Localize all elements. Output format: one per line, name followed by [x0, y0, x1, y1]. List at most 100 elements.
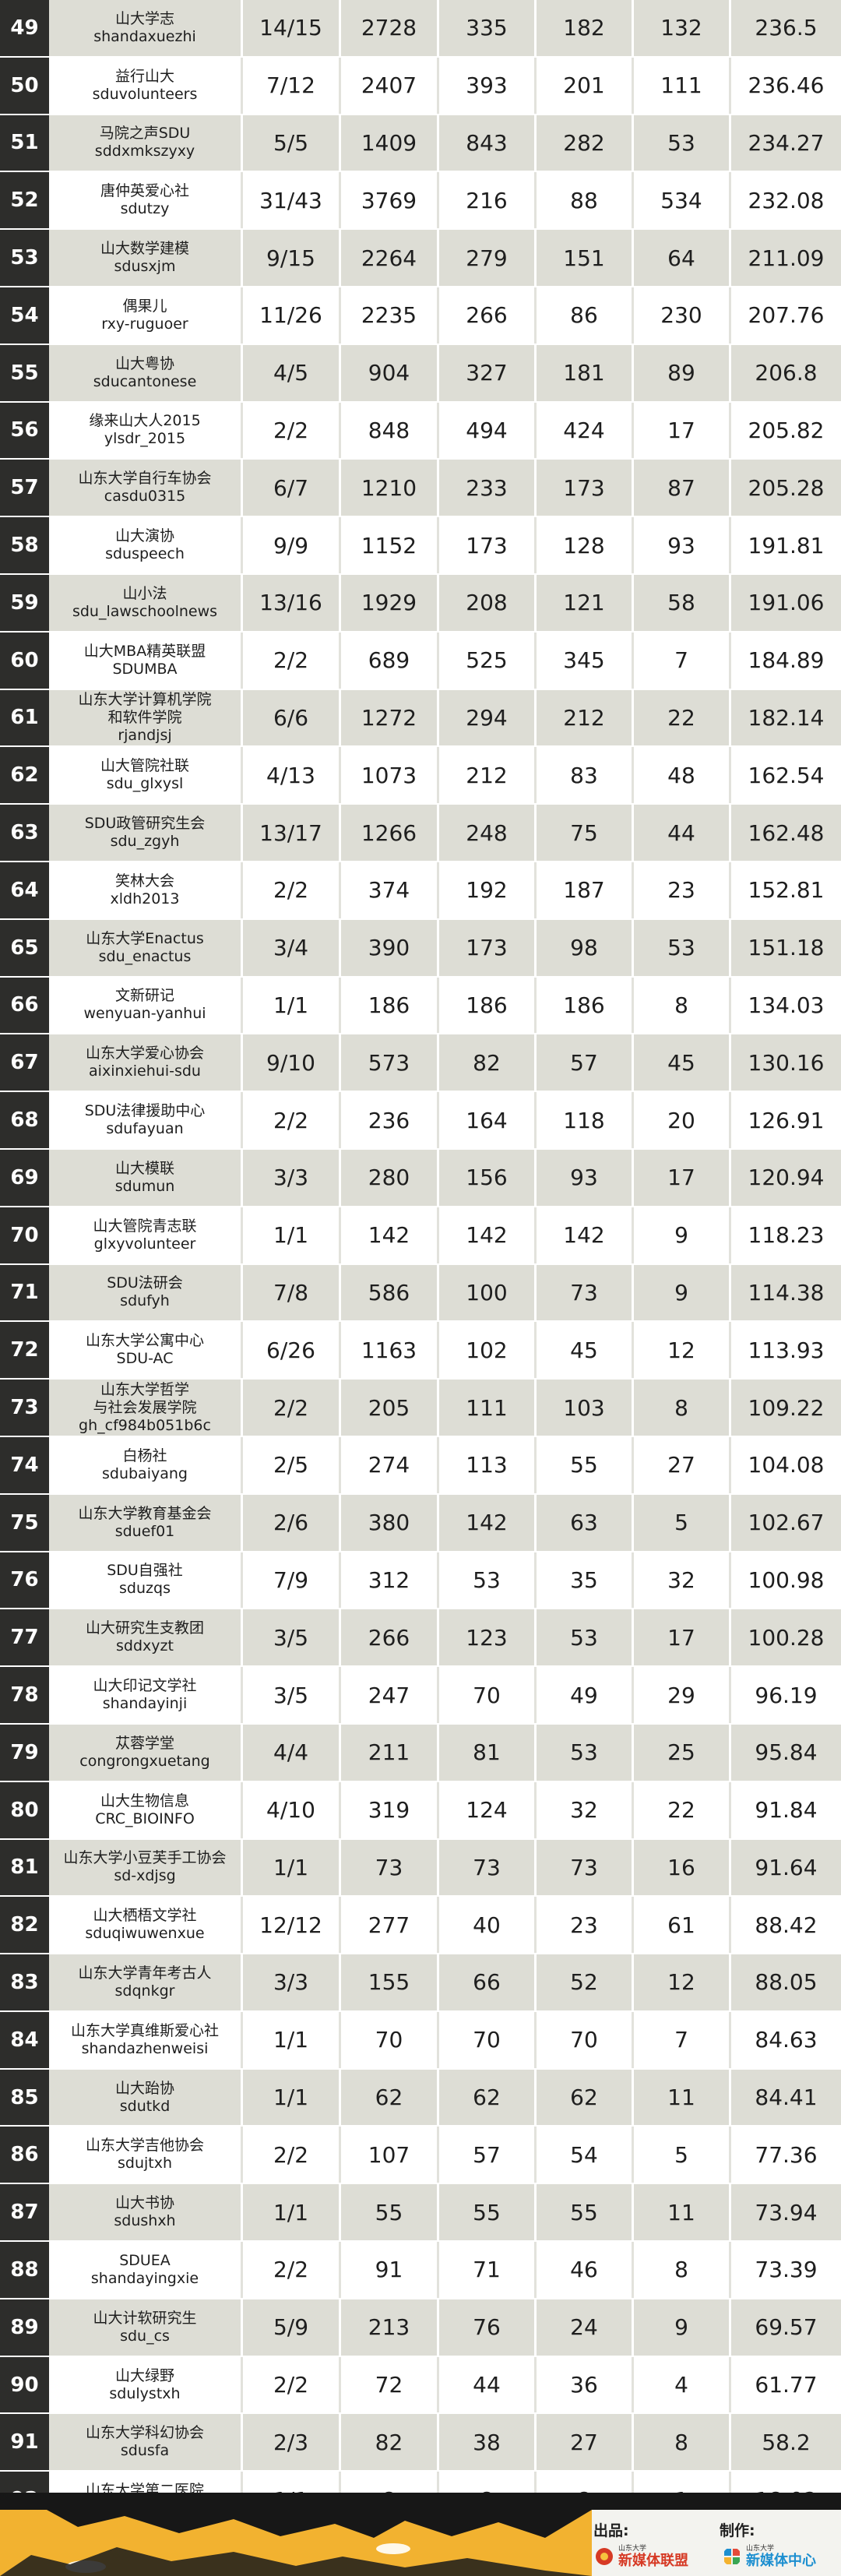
stat-cell-c1: 3/5 — [243, 1667, 341, 1723]
stat-cell-c6: 120.94 — [731, 1149, 841, 1206]
stat-cell-c1: 6/6 — [243, 689, 341, 746]
stat-cell-c2: 1073 — [341, 747, 439, 804]
stat-cell-c2: 211 — [341, 1724, 439, 1781]
account-name-cn: 山大MBA精英联盟 — [83, 642, 206, 660]
stat-cell-c6: 84.41 — [731, 2069, 841, 2126]
stat-cell-c6: 100.98 — [731, 1552, 841, 1609]
stat-cell-c1: 7/8 — [243, 1264, 341, 1321]
account-name-cell: 山东大学青年考古人 sdqnkgr — [49, 1954, 243, 2010]
account-id: SDUMBA — [112, 660, 178, 678]
account-id: sdufyh — [120, 1292, 170, 1310]
producer-logo-small-text: 山东大学 — [746, 2545, 775, 2553]
table-row: 62 山大管院社联 sdu_glxysl 4/13 1073 212 83 48 162.54 — [0, 747, 841, 805]
account-id: rxy-ruguoer — [101, 315, 188, 333]
stat-cell-c6: 69.57 — [731, 2299, 841, 2356]
stat-cell-c4: 86 — [537, 287, 634, 344]
stat-cell-c5: 9 — [634, 1264, 731, 1321]
table-row: 88 SDUEA shandayingxie 2/2 91 71 46 8 73.39 — [0, 2242, 841, 2299]
stat-cell-c5: 4 — [634, 2356, 731, 2413]
stat-cell-c2: 904 — [341, 344, 439, 401]
account-id: sdumun — [114, 1177, 175, 1195]
account-name-cn: 山东大学Enactus — [86, 929, 204, 947]
stat-cell-c1: 2/2 — [243, 632, 341, 689]
rank-cell: 83 — [0, 1954, 49, 2010]
account-id: sduef01 — [114, 1522, 175, 1540]
stat-cell-c5: 87 — [634, 460, 731, 516]
stat-cell-c4: 54 — [537, 2127, 634, 2183]
stat-cell-c4: 83 — [537, 747, 634, 804]
stat-cell-c2: 2235 — [341, 287, 439, 344]
stat-cell-c1: 1/1 — [243, 2069, 341, 2126]
stat-cell-c4: 23 — [537, 1897, 634, 1954]
account-name-cn: 白杨社 — [122, 1447, 167, 1464]
stat-cell-c4: 36 — [537, 2356, 634, 2413]
stat-cell-c5: 29 — [634, 1667, 731, 1723]
account-name-cell: 益行山大 sduvolunteers — [49, 57, 243, 114]
account-id: sdu_glxysl — [106, 775, 184, 793]
table-row: 75 山东大学教育基金会 sduef01 2/6 380 142 63 5 102.67 — [0, 1494, 841, 1552]
table-row: 72 山东大学公寓中心 SDU-AC 6/26 1163 102 45 12 113.93 — [0, 1322, 841, 1380]
stat-cell-c1: 11/26 — [243, 287, 341, 344]
account-id: ylsdr_2015 — [104, 430, 186, 448]
table-row: 79 苁蓉学堂 congrongxuetang 4/4 211 81 53 25 95.84 — [0, 1724, 841, 1782]
stat-cell-c5: 93 — [634, 517, 731, 573]
stat-cell-c3: 111 — [439, 1380, 537, 1436]
account-name-cn: 山大管院社联 — [100, 757, 189, 775]
stat-cell-c5: 22 — [634, 689, 731, 746]
stat-cell-c4: 73 — [537, 1839, 634, 1896]
stat-cell-c1: 13/17 — [243, 805, 341, 861]
account-name-cn: 和软件学院 — [107, 708, 182, 726]
stat-cell-c3: 208 — [439, 574, 537, 631]
stat-cell-c5: 534 — [634, 172, 731, 229]
stat-cell-c5: 7 — [634, 2011, 731, 2068]
stat-cell-c3: 44 — [439, 2356, 537, 2413]
account-id: sducantonese — [93, 372, 197, 390]
stat-cell-c3: 186 — [439, 977, 537, 1034]
stat-cell-c1: 2/2 — [243, 862, 341, 918]
stat-cell-c4: 201 — [537, 57, 634, 114]
rank-cell: 58 — [0, 517, 49, 573]
account-name-cn: 唐仲英爱心社 — [100, 182, 189, 200]
account-name-cell: 山东大学Enactus sdu_enactus — [49, 919, 243, 976]
stat-cell-c6: 88.42 — [731, 1897, 841, 1954]
stat-cell-c2: 380 — [341, 1494, 439, 1551]
stat-cell-c2: 107 — [341, 2127, 439, 2183]
stat-cell-c2: 70 — [341, 2011, 439, 2068]
account-id: sdqnkgr — [114, 1982, 175, 2000]
account-id: shandaxuezhi — [93, 27, 196, 45]
stat-cell-c6: 207.76 — [731, 287, 841, 344]
stat-cell-c3: 57 — [439, 2127, 537, 2183]
rank-cell: 81 — [0, 1839, 49, 1896]
account-name-cell: 山大绿野 sdulystxh — [49, 2356, 243, 2413]
rank-cell: 56 — [0, 402, 49, 459]
table-row: 50 益行山大 sduvolunteers 7/12 2407 393 201 111 236.… — [0, 57, 841, 115]
stat-cell-c2: 573 — [341, 1034, 439, 1091]
stat-cell-c4: 46 — [537, 2242, 634, 2298]
stat-cell-c3: 494 — [439, 402, 537, 459]
stat-cell-c1: 7/12 — [243, 57, 341, 114]
stat-cell-c3: 335 — [439, 0, 537, 56]
account-name-cell: 山大演协 sduspeech — [49, 517, 243, 573]
stat-cell-c6: 96.19 — [731, 1667, 841, 1723]
stat-cell-c5: 48 — [634, 747, 731, 804]
account-name-cell: 山东大学真维斯爱心社 shandazhenweisi — [49, 2011, 243, 2068]
rank-cell: 79 — [0, 1724, 49, 1781]
stat-cell-c1: 6/26 — [243, 1322, 341, 1379]
stat-cell-c3: 327 — [439, 344, 537, 401]
stat-cell-c4: 424 — [537, 402, 634, 459]
publisher-logo-name: 新媒体联盟 — [618, 2553, 688, 2569]
stat-cell-c1: 3/3 — [243, 1149, 341, 1206]
table-row: 80 山大生物信息 CRC_BIOINFO 4/10 319 124 32 22 91.84 — [0, 1781, 841, 1840]
stat-cell-c3: 70 — [439, 2011, 537, 2068]
stat-cell-c6: 126.91 — [731, 1092, 841, 1148]
stat-cell-c4: 57 — [537, 1034, 634, 1091]
stat-cell-c3: 525 — [439, 632, 537, 689]
table-row: 74 白杨社 sdubaiyang 2/5 274 113 55 27 104.08 — [0, 1436, 841, 1495]
account-name-cn: 与社会发展学院 — [93, 1398, 197, 1416]
account-id: sduqiwuwenxue — [85, 1925, 205, 1943]
table-row: 57 山东大学自行车协会 casdu0315 6/7 1210 233 173 87 205.2… — [0, 460, 841, 518]
stat-cell-c2: 1152 — [341, 517, 439, 573]
stat-cell-c4: 52 — [537, 1954, 634, 2010]
account-name-cell: 缘来山大人2015 ylsdr_2015 — [49, 402, 243, 459]
